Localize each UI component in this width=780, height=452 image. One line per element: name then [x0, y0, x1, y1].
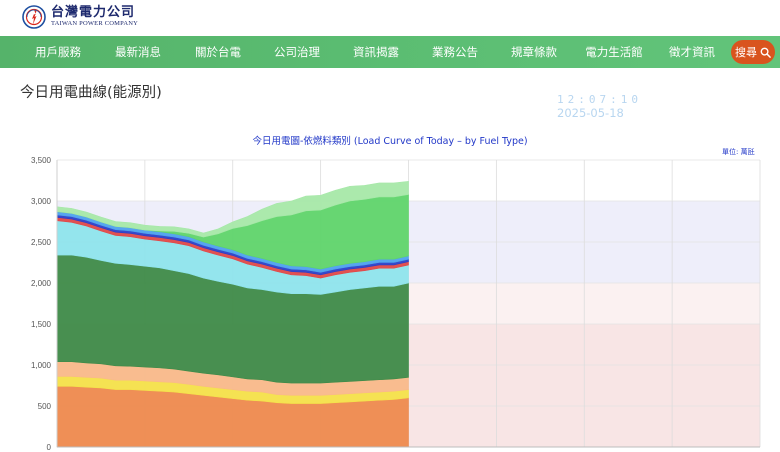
nav-item-power-life[interactable]: 電力生活館 [585, 45, 643, 59]
clock-time: 12:07:10 [557, 93, 642, 106]
search-button[interactable]: 搜尋 [731, 40, 775, 64]
chart-title: 今日用電圖-依燃料類別 (Load Curve of Today – by Fu… [252, 136, 528, 147]
search-button-label: 搜尋 [735, 46, 757, 59]
main-navigation: 用戶服務 最新消息 關於台電 公司治理 資訊揭露 業務公告 規章條款 電力生活館… [0, 36, 780, 68]
top-bar: 台灣電力公司 TAIWAN POWER COMPANY [0, 0, 780, 36]
chart-series-9 [56, 180, 409, 238]
nav-item-customer-service[interactable]: 用戶服務 [35, 45, 81, 59]
nav-item-governance[interactable]: 公司治理 [274, 45, 320, 59]
search-icon [760, 47, 771, 58]
chart-y-tick-label-4: 2,000 [31, 279, 52, 288]
chart-y-tick-label-5: 2,500 [31, 238, 52, 247]
chart-y-axis: 0 500 1,000 1,500 2,000 2,500 3,000 3,500 [31, 156, 760, 452]
nav-item-announcements[interactable]: 業務公告 [432, 45, 478, 59]
chart-y-tick-label-2: 1,000 [31, 361, 52, 370]
clock-date: 2025-05-18 [557, 106, 624, 120]
nav-item-news[interactable]: 最新消息 [115, 45, 161, 59]
logo-english-name: TAIWAN POWER COMPANY [51, 20, 139, 28]
logo-chinese-name: 台灣電力公司 [51, 5, 136, 21]
chart-y-tick-label-3: 1,500 [31, 320, 52, 329]
nav-item-about[interactable]: 關於台電 [195, 45, 241, 59]
load-curve-chart: 0 500 1,000 1,500 2,000 2,500 3,000 3,500 [31, 156, 761, 452]
chart-area-series [56, 180, 409, 448]
chart-y-tick-label-0: 0 [47, 443, 52, 452]
taipower-logo[interactable]: 台灣電力公司 TAIWAN POWER COMPANY [22, 5, 138, 29]
nav-item-regulations[interactable]: 規章條款 [511, 45, 557, 59]
chart-y-tick-label-7: 3,500 [31, 156, 52, 165]
nav-item-careers[interactable]: 徵才資訊 [669, 45, 715, 59]
chart-unit-label: 單位: 萬瓩 [722, 148, 755, 156]
chart-y-tick-label-1: 500 [38, 402, 52, 411]
taipower-logo-icon [22, 5, 46, 29]
nav-item-disclosure[interactable]: 資訊揭露 [353, 45, 399, 59]
page-title: 今日用電曲線(能源別) [20, 85, 162, 101]
chart-y-tick-label-6: 3,000 [31, 197, 52, 206]
